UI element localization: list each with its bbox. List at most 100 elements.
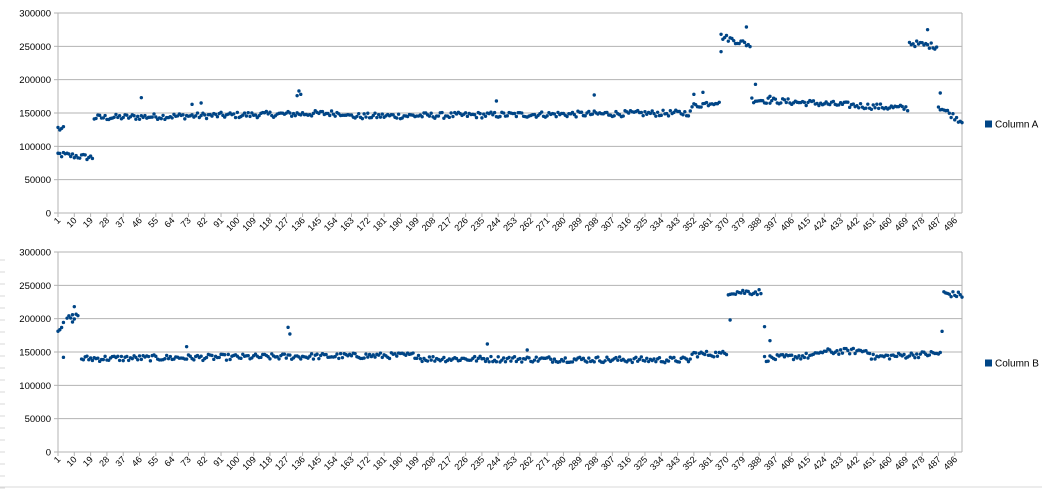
x-tick-label: 343 <box>664 454 682 472</box>
data-point <box>949 115 953 120</box>
data-point <box>858 101 863 106</box>
data-point <box>895 354 899 359</box>
x-tick-label: 163 <box>338 454 356 472</box>
x-tick-label: 271 <box>534 215 552 233</box>
x-tick-label: 406 <box>778 215 796 233</box>
data-point <box>847 105 852 110</box>
data-point <box>876 106 881 111</box>
data-point <box>309 352 314 356</box>
data-point <box>900 104 904 109</box>
data-point <box>773 357 778 362</box>
x-tick-label: 145 <box>306 454 324 472</box>
data-point <box>226 352 230 357</box>
data-point <box>925 27 930 32</box>
data-point <box>213 112 218 117</box>
data-point <box>784 100 788 105</box>
data-point <box>387 356 392 361</box>
x-tick-label: 325 <box>632 215 650 233</box>
data-point <box>440 110 444 115</box>
x-tick-label: 316 <box>615 215 633 233</box>
data-point <box>311 111 316 116</box>
data-point <box>871 103 875 107</box>
data-point <box>380 355 384 360</box>
data-point <box>927 46 932 50</box>
data-point <box>655 110 660 114</box>
x-tick-label: 127 <box>273 454 291 472</box>
data-point <box>395 116 399 120</box>
data-point <box>253 113 258 117</box>
data-point <box>938 350 942 355</box>
data-point <box>639 110 644 115</box>
x-tick-label: 181 <box>371 215 389 233</box>
data-point <box>864 106 868 110</box>
data-point <box>161 113 165 118</box>
data-point <box>603 359 607 363</box>
data-point <box>634 355 638 360</box>
data-point <box>373 111 377 115</box>
data-point <box>487 360 491 364</box>
data-point <box>442 116 446 120</box>
data-point <box>116 354 120 358</box>
data-point <box>168 354 173 359</box>
data-point <box>621 114 625 118</box>
data-point <box>509 359 513 363</box>
data-point <box>739 291 743 295</box>
x-tick-label: 343 <box>664 215 682 233</box>
x-tick-label: 82 <box>195 215 209 229</box>
data-point <box>791 357 796 362</box>
data-point <box>873 106 877 110</box>
data-point <box>233 115 238 120</box>
data-point <box>130 356 134 361</box>
data-point <box>449 111 453 115</box>
x-tick-label: 406 <box>778 454 796 472</box>
data-point <box>628 358 633 362</box>
data-point <box>715 354 720 358</box>
data-point <box>585 360 589 364</box>
x-tick-label: 433 <box>827 454 845 472</box>
data-point <box>824 349 828 354</box>
data-point <box>232 112 236 116</box>
data-point <box>732 38 736 43</box>
data-point <box>360 116 365 121</box>
data-point <box>654 359 658 364</box>
data-point <box>762 354 767 359</box>
data-point <box>646 359 651 364</box>
data-point <box>137 354 142 358</box>
data-point <box>570 360 575 364</box>
data-point <box>442 355 446 360</box>
data-point <box>728 318 732 322</box>
data-point <box>114 112 118 117</box>
y-tick-label: 150000 <box>19 348 51 359</box>
x-tick-label: 244 <box>485 454 503 472</box>
data-point <box>88 154 93 158</box>
data-point <box>418 357 423 361</box>
data-point <box>170 116 174 120</box>
data-point <box>512 355 517 359</box>
x-tick-label: 460 <box>876 454 894 472</box>
data-point <box>429 111 433 115</box>
x-tick-label: 199 <box>403 454 421 472</box>
data-point <box>846 348 850 353</box>
data-point <box>934 45 939 49</box>
data-point <box>947 111 952 115</box>
x-tick-label: 91 <box>211 215 225 229</box>
x-tick-label: 118 <box>257 454 274 471</box>
data-point <box>688 357 692 361</box>
data-point <box>581 356 586 361</box>
data-point <box>474 359 479 363</box>
data-point <box>869 357 874 361</box>
data-point <box>396 112 401 116</box>
data-point <box>482 356 486 361</box>
data-point <box>371 113 375 118</box>
data-point <box>744 25 749 29</box>
data-point <box>741 288 745 293</box>
data-point <box>681 113 685 117</box>
data-point <box>592 360 596 364</box>
data-point <box>181 113 185 117</box>
x-tick-label: 298 <box>583 215 601 233</box>
data-point <box>146 354 151 359</box>
x-tick-label: 154 <box>322 215 340 233</box>
data-point <box>286 325 290 330</box>
data-point <box>837 352 841 356</box>
data-point <box>288 353 292 357</box>
